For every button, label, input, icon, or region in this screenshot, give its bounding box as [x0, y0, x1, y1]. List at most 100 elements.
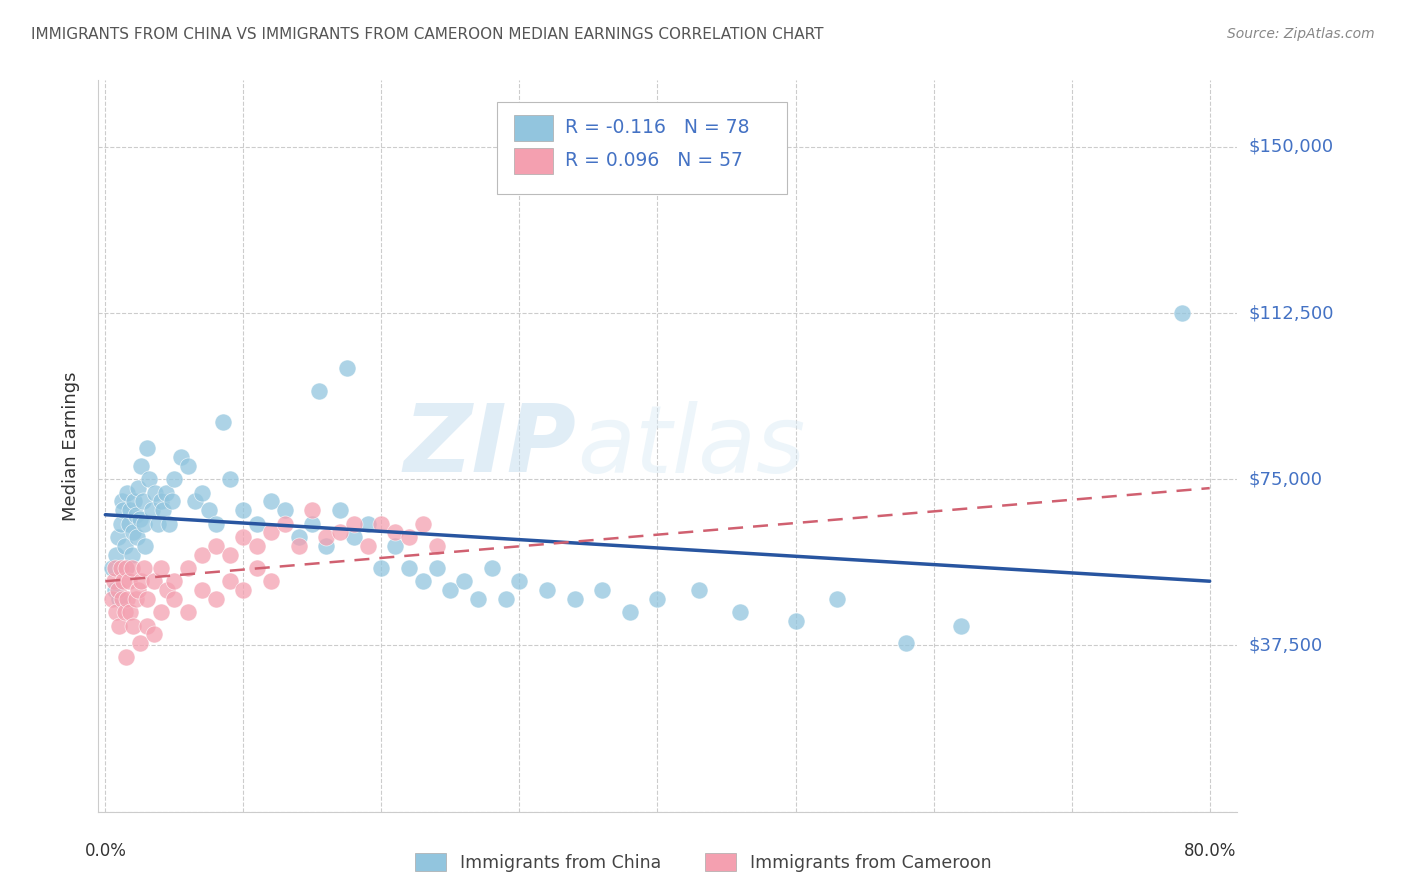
- Text: ZIP: ZIP: [404, 400, 576, 492]
- Point: [204, 516, 226, 531]
- Point: [125, 508, 148, 522]
- Point: [287, 530, 309, 544]
- Point: [115, 561, 138, 575]
- Point: [232, 503, 254, 517]
- Point: [103, 574, 125, 589]
- Point: [260, 525, 283, 540]
- Point: [356, 516, 378, 531]
- Point: [426, 561, 449, 575]
- Point: [132, 516, 155, 531]
- Point: [107, 583, 129, 598]
- Text: $150,000: $150,000: [1249, 137, 1333, 156]
- Text: 80.0%: 80.0%: [1184, 842, 1236, 860]
- Text: 0.0%: 0.0%: [84, 842, 127, 860]
- Point: [467, 591, 489, 606]
- Point: [336, 361, 359, 376]
- Text: R = 0.096   N = 57: R = 0.096 N = 57: [565, 152, 744, 170]
- Point: [218, 574, 240, 589]
- Point: [129, 458, 152, 473]
- Point: [163, 591, 186, 606]
- Point: [101, 591, 124, 606]
- Point: [398, 530, 420, 544]
- Point: [128, 636, 150, 650]
- Point: [115, 649, 138, 664]
- Point: [110, 516, 132, 531]
- Point: [412, 574, 434, 589]
- Point: [198, 503, 221, 517]
- Point: [108, 591, 131, 606]
- Point: [101, 561, 124, 575]
- Point: [260, 494, 283, 508]
- Point: [232, 583, 254, 598]
- Point: [950, 618, 973, 632]
- Point: [329, 525, 352, 540]
- Text: atlas: atlas: [576, 401, 806, 491]
- Point: [114, 539, 136, 553]
- Point: [730, 605, 752, 619]
- Point: [156, 583, 179, 598]
- Point: [301, 516, 323, 531]
- Point: [246, 561, 269, 575]
- Point: [426, 539, 449, 553]
- Point: [177, 458, 200, 473]
- Point: [163, 574, 186, 589]
- Point: [105, 548, 128, 562]
- Point: [274, 503, 297, 517]
- Point: [135, 591, 157, 606]
- Point: [246, 516, 269, 531]
- Point: [204, 591, 226, 606]
- Point: [218, 548, 240, 562]
- Point: [149, 494, 172, 508]
- FancyBboxPatch shape: [515, 115, 553, 141]
- Point: [146, 516, 169, 531]
- Point: [121, 561, 143, 575]
- Point: [120, 503, 142, 517]
- Point: [112, 574, 135, 589]
- Point: [149, 561, 172, 575]
- Point: [384, 525, 406, 540]
- Y-axis label: Median Earnings: Median Earnings: [62, 371, 80, 521]
- Point: [191, 485, 214, 500]
- Point: [108, 618, 131, 632]
- Point: [536, 583, 558, 598]
- Point: [439, 583, 461, 598]
- Text: $37,500: $37,500: [1249, 637, 1323, 655]
- Text: IMMIGRANTS FROM CHINA VS IMMIGRANTS FROM CAMEROON MEDIAN EARNINGS CORRELATION CH: IMMIGRANTS FROM CHINA VS IMMIGRANTS FROM…: [31, 27, 824, 42]
- Point: [619, 605, 641, 619]
- Point: [591, 583, 613, 598]
- Point: [647, 591, 669, 606]
- Point: [453, 574, 475, 589]
- Point: [211, 415, 233, 429]
- Point: [160, 494, 183, 508]
- Point: [412, 516, 434, 531]
- FancyBboxPatch shape: [498, 103, 787, 194]
- Point: [111, 494, 134, 508]
- Point: [157, 516, 180, 531]
- Point: [134, 539, 156, 553]
- Point: [218, 472, 240, 486]
- Point: [1171, 306, 1194, 320]
- Point: [155, 485, 177, 500]
- Point: [481, 561, 503, 575]
- Point: [127, 583, 149, 598]
- Point: [114, 605, 136, 619]
- Text: R = -0.116   N = 78: R = -0.116 N = 78: [565, 119, 749, 137]
- Point: [301, 503, 323, 517]
- Point: [142, 574, 165, 589]
- Point: [121, 548, 143, 562]
- Point: [135, 618, 157, 632]
- Point: [370, 516, 392, 531]
- FancyBboxPatch shape: [515, 147, 553, 174]
- Point: [127, 481, 149, 495]
- Point: [232, 530, 254, 544]
- Point: [287, 539, 309, 553]
- Text: $112,500: $112,500: [1249, 304, 1334, 322]
- Point: [132, 561, 155, 575]
- Point: [143, 485, 166, 500]
- Point: [105, 605, 128, 619]
- Point: [111, 591, 134, 606]
- Point: [115, 561, 138, 575]
- Point: [177, 605, 200, 619]
- Point: [125, 591, 148, 606]
- Point: [118, 516, 141, 531]
